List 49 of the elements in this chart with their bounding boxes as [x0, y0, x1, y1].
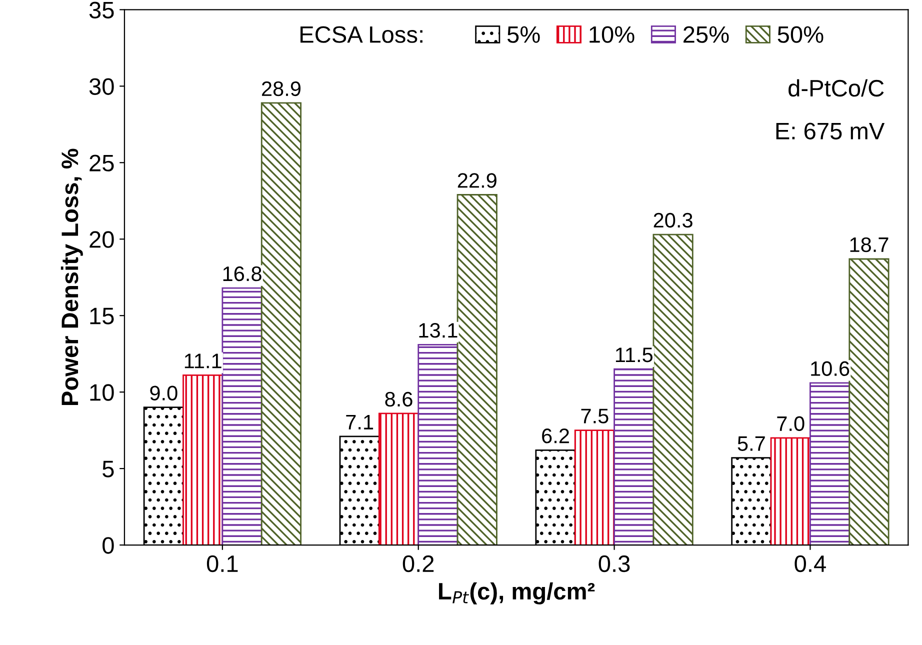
y-tick-label: 30: [89, 78, 114, 95]
bar: [810, 382, 850, 546]
x-tick-label: 0.1: [206, 555, 238, 572]
legend-title: ECSA Loss:: [300, 26, 422, 43]
data-label: 11.5: [616, 348, 653, 362]
data-label: 16.8: [223, 266, 262, 282]
legend-label: 5%: [507, 26, 540, 43]
y-axis-title: Power Density Loss, %: [60, 148, 83, 406]
annotation: d-PtCo/C: [788, 79, 884, 97]
data-label: 10.6: [811, 361, 850, 376]
bar: [848, 258, 890, 546]
data-label: 13.1: [419, 323, 458, 338]
legend-label: 10%: [590, 26, 634, 43]
bar: [574, 430, 615, 546]
bar: [614, 368, 654, 546]
data-label: 5.7: [738, 436, 765, 451]
bar: [222, 287, 262, 546]
y-tick-label: 0: [102, 537, 114, 554]
y-tick-label: 25: [90, 154, 114, 172]
bar: [652, 234, 694, 546]
bar: [456, 194, 498, 546]
y-tick-label: 10: [90, 384, 114, 401]
bar: [418, 344, 458, 546]
y-tick-label: 35: [89, 2, 114, 18]
data-label: 7.5: [581, 408, 608, 424]
y-tick-label: 20: [90, 231, 114, 248]
data-label: 18.7: [850, 237, 888, 252]
x-axis-title: L$_{Pt}$(c), mg/cm²: [439, 582, 595, 604]
data-label: 9.0: [150, 386, 178, 400]
legend-label: 25%: [684, 26, 729, 43]
data-label: 7.1: [346, 414, 374, 430]
y-tick-label: 5: [102, 460, 114, 478]
annotation: E: 675 mV: [776, 122, 885, 140]
x-tick-label: 0.4: [794, 555, 826, 572]
x-tick-label: 0.2: [402, 555, 434, 572]
bar: [378, 412, 420, 546]
data-label: 28.9: [262, 81, 300, 96]
legend-label: 50%: [778, 26, 824, 43]
data-label: 20.3: [654, 212, 692, 228]
data-label: 11.1: [184, 354, 222, 368]
data-label: 8.6: [385, 392, 412, 407]
data-label: 7.0: [777, 416, 804, 432]
bar: [260, 102, 302, 546]
data-label: 22.9: [458, 173, 496, 188]
bar: [770, 437, 811, 546]
y-tick-label: 15: [90, 308, 114, 324]
x-tick-label: 0.3: [598, 555, 630, 572]
bar: [182, 374, 224, 546]
data-label: 6.2: [542, 428, 569, 444]
